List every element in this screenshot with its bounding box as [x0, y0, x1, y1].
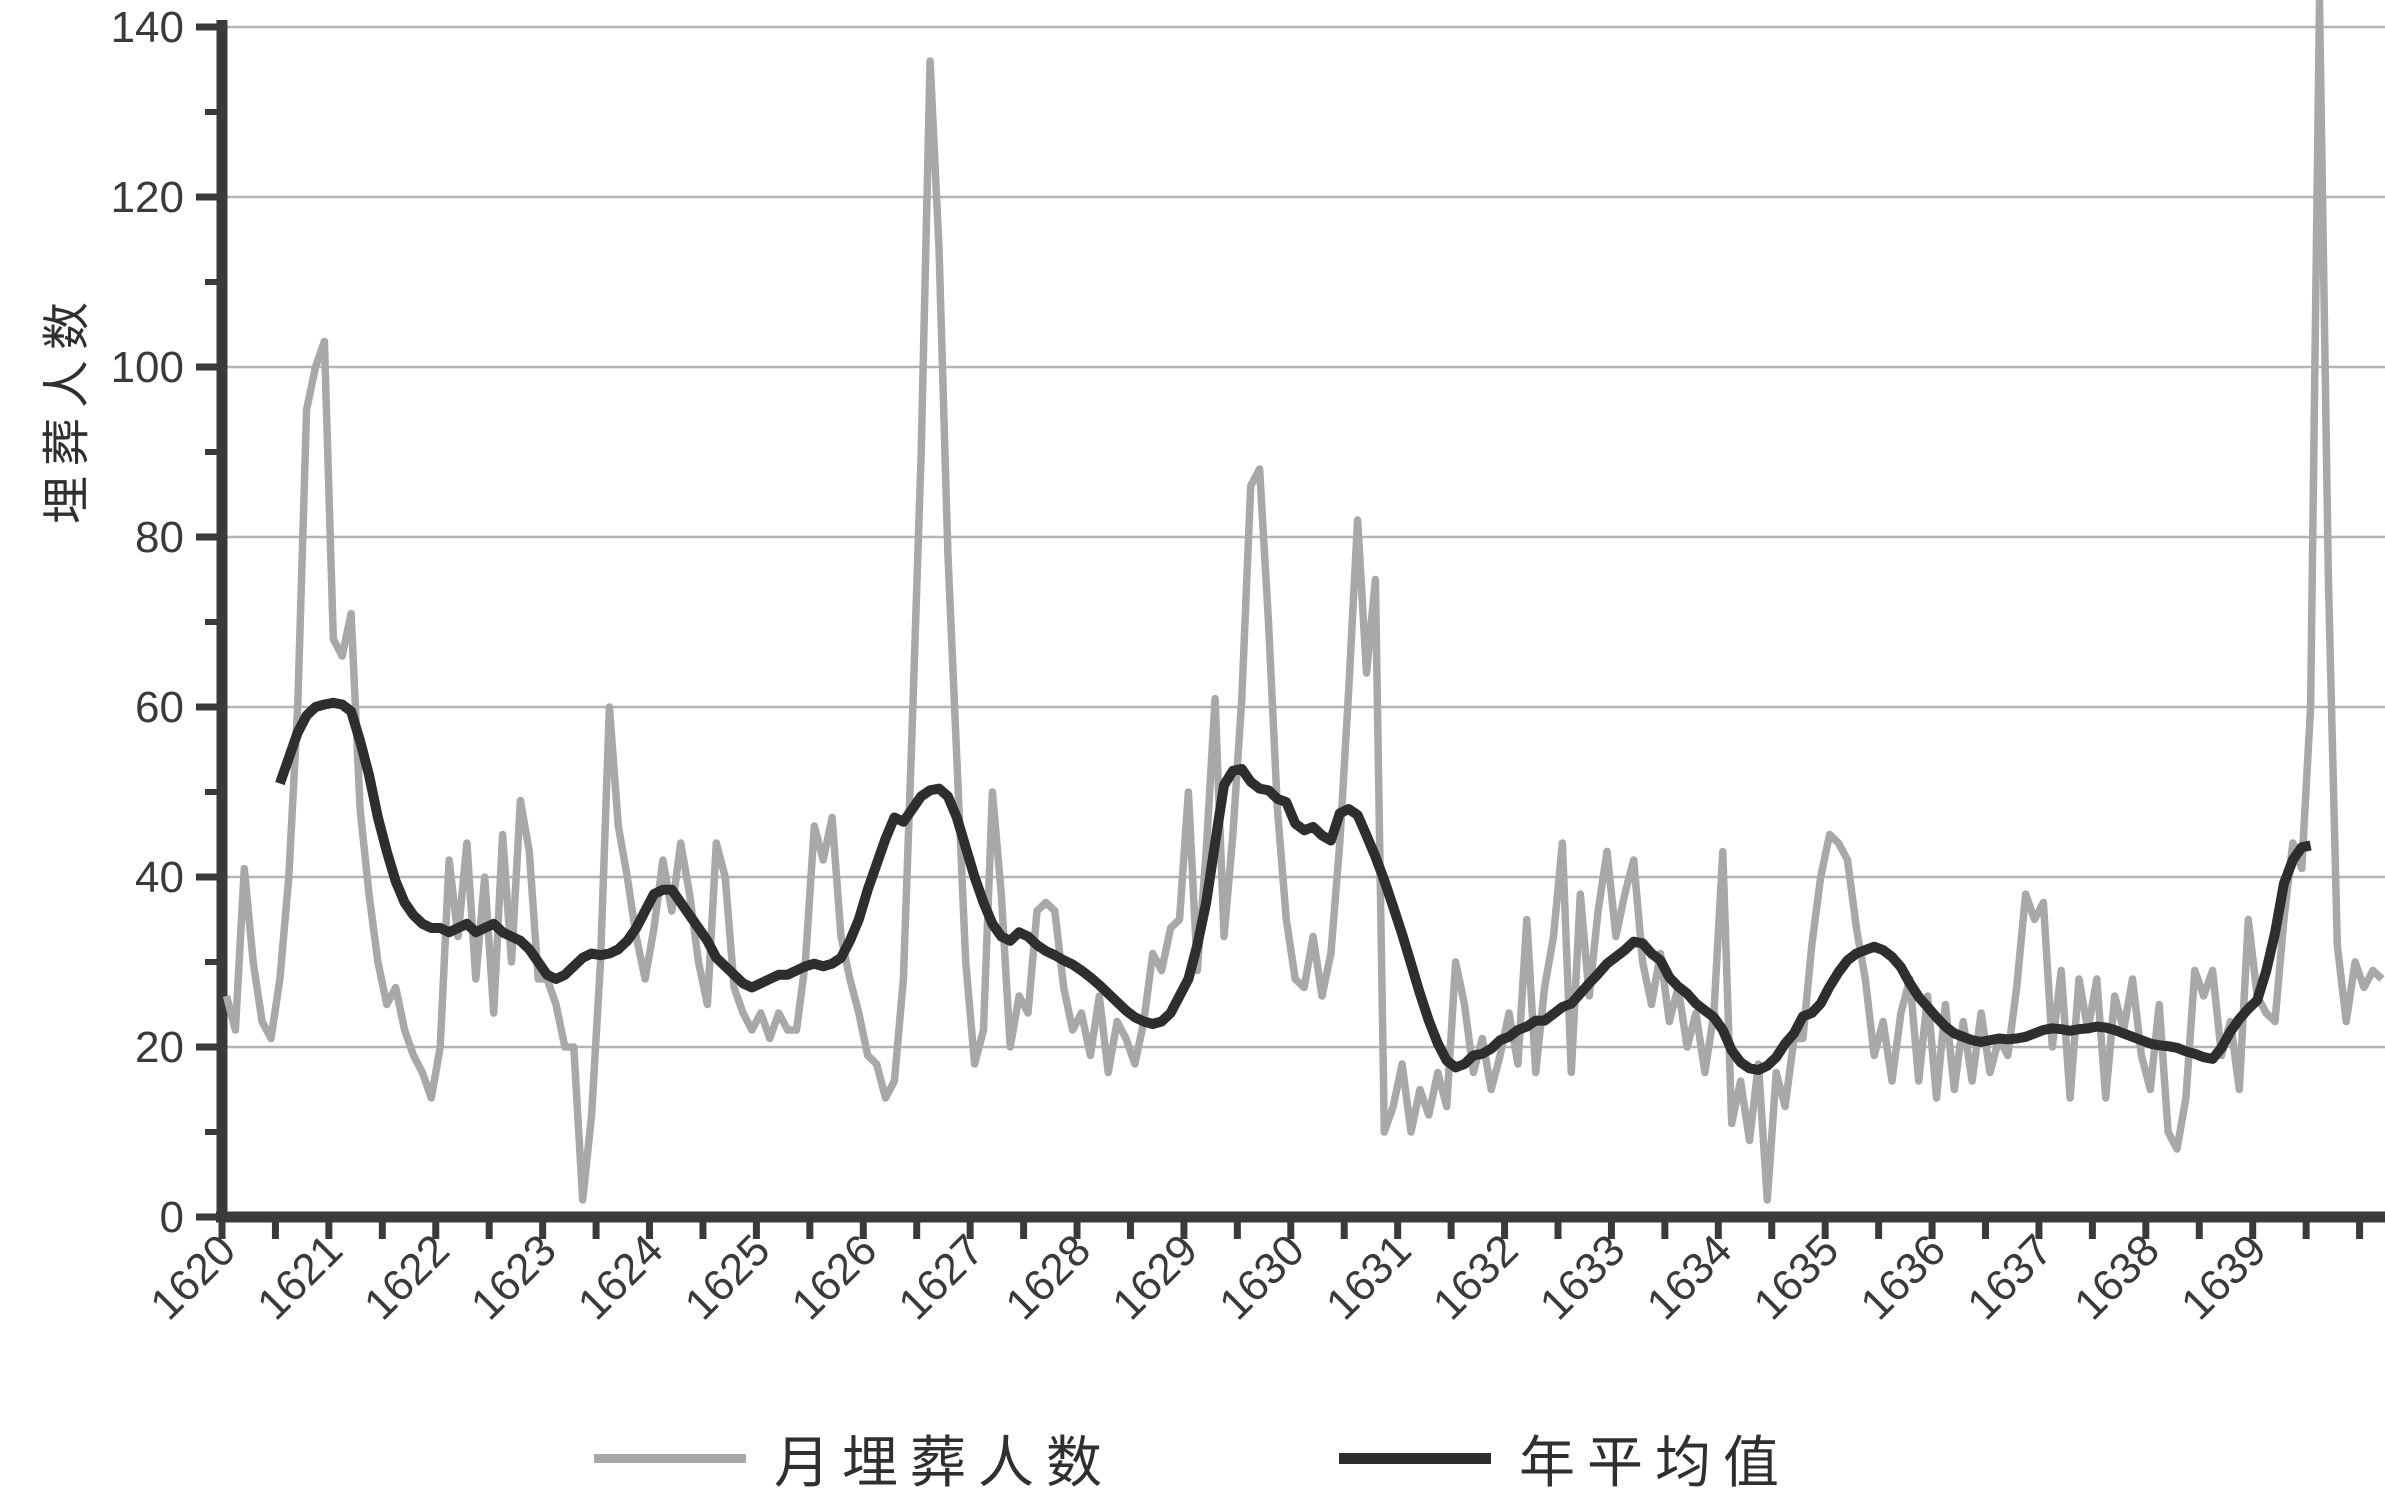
legend-item-annual-average: 年平均值 [1339, 1418, 1791, 1497]
x-tick-label-1632: 1632 [1424, 1225, 1528, 1329]
x-tick-label-1624: 1624 [569, 1225, 673, 1329]
x-tick-label-1639: 1639 [2172, 1225, 2276, 1329]
legend-item-monthly-burials: 月埋葬人数 [594, 1418, 1114, 1497]
y-tick-label-120: 120 [111, 173, 184, 222]
average-series-line-swatch [1339, 1453, 1491, 1464]
x-tick-label-1621: 1621 [248, 1225, 352, 1329]
x-tick-label-1633: 1633 [1531, 1225, 1635, 1329]
monthly-series-line-swatch [594, 1454, 746, 1463]
x-tick-label-1636: 1636 [1851, 1225, 1955, 1329]
y-axis-title: 埋葬人数 [41, 292, 94, 525]
x-tick-label-1629: 1629 [1103, 1225, 1207, 1329]
x-tick-label-1622: 1622 [355, 1225, 459, 1329]
legend-label-monthly-burials: 月埋葬人数 [774, 1431, 1114, 1494]
y-tick-label-20: 20 [135, 1023, 184, 1072]
y-tick-label-140: 140 [111, 3, 184, 52]
legend: 月埋葬人数 年平均值 [0, 1418, 2385, 1497]
x-tick-label-1634: 1634 [1638, 1225, 1742, 1329]
x-tick-label-1626: 1626 [782, 1225, 886, 1329]
x-tick-label-1625: 1625 [676, 1225, 780, 1329]
x-tick-label-1620: 1620 [141, 1225, 245, 1329]
x-tick-label-1630: 1630 [1210, 1225, 1314, 1329]
x-tick-label-1635: 1635 [1744, 1225, 1848, 1329]
x-tick-label-1637: 1637 [1958, 1225, 2062, 1329]
x-tick-label-1623: 1623 [462, 1225, 566, 1329]
x-tick-label-1628: 1628 [996, 1225, 1100, 1329]
y-tick-label-100: 100 [111, 343, 184, 392]
y-tick-label-80: 80 [135, 513, 184, 562]
series-line-annual-average [275, 697, 2312, 1075]
legend-label-annual-average: 年平均值 [1519, 1431, 1791, 1494]
y-tick-label-40: 40 [135, 853, 184, 902]
y-tick-label-0: 0 [160, 1193, 184, 1242]
series-line-monthly-burials [222, 0, 2385, 1204]
y-tick-label-60: 60 [135, 683, 184, 732]
x-tick-label-1627: 1627 [889, 1225, 993, 1329]
x-tick-label-1631: 1631 [1317, 1225, 1421, 1329]
x-tick-label-1638: 1638 [2065, 1225, 2169, 1329]
